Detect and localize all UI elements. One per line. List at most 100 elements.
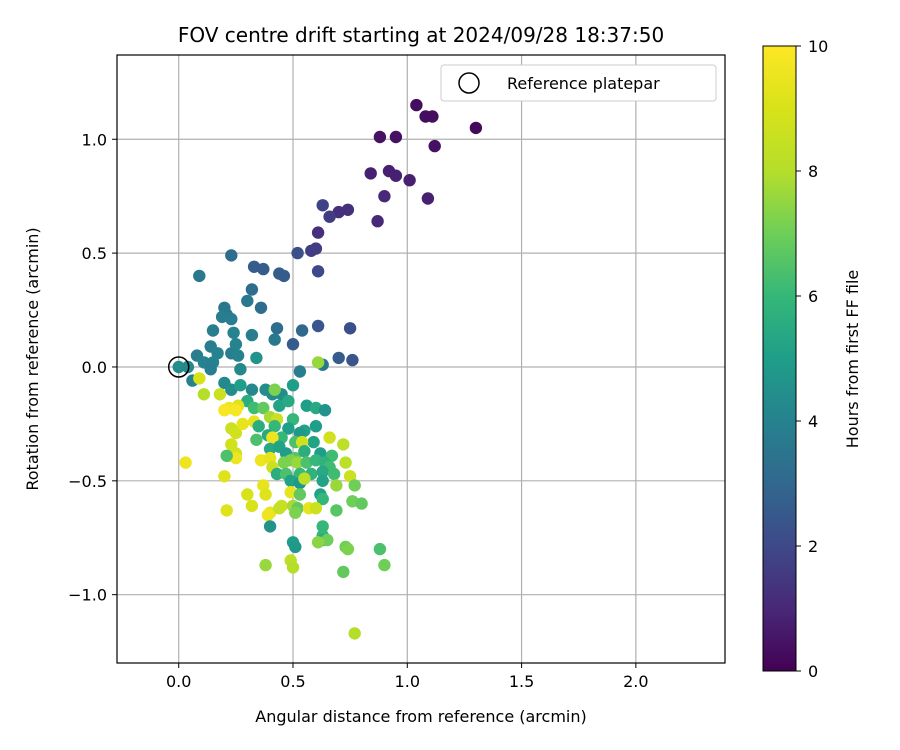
data-point	[298, 445, 311, 458]
data-point	[341, 542, 355, 556]
colorbar-tick-label: 8	[808, 162, 818, 181]
colorbar-tick-label: 6	[808, 287, 818, 306]
data-point	[286, 413, 300, 426]
data-point	[373, 542, 387, 556]
data-point	[286, 338, 300, 351]
data-point	[389, 130, 403, 144]
y-tick-label: −1.0	[68, 586, 107, 605]
data-point	[316, 474, 329, 487]
data-point	[309, 502, 323, 515]
data-point	[332, 351, 345, 365]
data-point	[348, 479, 361, 492]
data-point	[241, 294, 254, 308]
data-point	[213, 388, 227, 401]
plot-frame	[116, 54, 726, 664]
data-point	[241, 488, 254, 501]
grid	[117, 55, 725, 663]
data-point	[229, 338, 243, 351]
data-point	[323, 431, 336, 444]
data-point	[309, 420, 323, 433]
data-point	[245, 328, 259, 342]
data-point	[348, 627, 361, 640]
data-point	[270, 467, 284, 481]
data-point	[277, 269, 291, 283]
data-point	[229, 404, 243, 417]
data-point	[206, 324, 220, 337]
data-point	[252, 420, 265, 433]
x-tick-label: 1.0	[395, 672, 420, 691]
data-point	[316, 465, 329, 478]
data-point	[291, 246, 304, 260]
data-point	[316, 199, 329, 212]
colorbar: 0 2 4 6 8 10 Hours from first FF file	[762, 37, 862, 681]
data-point	[346, 353, 359, 367]
x-tick-label: 0.5	[280, 672, 305, 691]
colorbar-tick-label: 0	[808, 662, 818, 681]
data-point	[330, 479, 343, 492]
data-point	[197, 388, 211, 401]
data-point	[218, 404, 231, 417]
data-point	[259, 488, 272, 501]
data-point	[172, 360, 185, 374]
data-point	[193, 269, 206, 283]
data-point	[286, 379, 300, 392]
data-point	[268, 420, 281, 433]
reference-platepar-marker	[167, 356, 190, 378]
data-point	[311, 226, 325, 239]
data-point	[268, 333, 281, 346]
colorbar-tick-label: 10	[808, 37, 828, 56]
data-point	[327, 467, 341, 481]
data-point	[410, 98, 423, 112]
data-point	[225, 312, 238, 326]
legend-box	[440, 64, 717, 102]
data-point	[289, 540, 302, 554]
data-point	[371, 215, 384, 228]
data-point	[307, 435, 320, 449]
data-point	[250, 351, 263, 365]
data-point	[225, 249, 238, 262]
data-point	[311, 265, 325, 278]
data-point	[421, 192, 435, 205]
data-points	[172, 98, 483, 640]
reference-layer	[167, 356, 190, 378]
data-point	[339, 456, 352, 469]
data-point	[245, 283, 259, 296]
data-point	[266, 431, 279, 444]
y-axis-ticks: −1.0 −0.5 0.0 0.5 1.0	[68, 130, 117, 605]
data-point	[378, 190, 391, 203]
data-point	[229, 426, 243, 440]
y-tick-label: 0.0	[82, 358, 107, 377]
data-point	[305, 244, 318, 257]
data-point	[273, 502, 286, 515]
chart-title: FOV centre drift starting at 2024/09/28 …	[178, 23, 664, 47]
data-point	[323, 210, 336, 223]
legend-label: Reference platepar	[507, 74, 660, 93]
y-tick-label: −0.5	[68, 472, 107, 491]
data-point	[343, 322, 357, 335]
data-point	[259, 558, 272, 572]
data-point	[316, 520, 329, 533]
data-point	[295, 324, 309, 337]
data-point	[318, 404, 332, 417]
data-point	[268, 383, 281, 396]
data-point	[311, 356, 325, 369]
data-point	[426, 110, 439, 123]
data-point	[293, 488, 307, 501]
colorbar-tick-label: 2	[808, 537, 818, 556]
data-point	[257, 401, 270, 415]
x-tick-label: 1.5	[509, 672, 534, 691]
legend-marker-reference	[458, 72, 480, 94]
data-point	[234, 363, 247, 376]
x-axis-ticks: 0.0 0.5 1.0 1.5 2.0	[166, 663, 649, 691]
data-point	[282, 394, 295, 408]
data-point	[293, 365, 307, 378]
data-point	[286, 561, 300, 574]
data-point	[218, 470, 231, 483]
data-point	[355, 497, 368, 510]
data-point	[298, 472, 311, 485]
data-point	[469, 121, 483, 135]
data-point	[341, 203, 355, 216]
colorbar-gradient	[762, 45, 797, 672]
